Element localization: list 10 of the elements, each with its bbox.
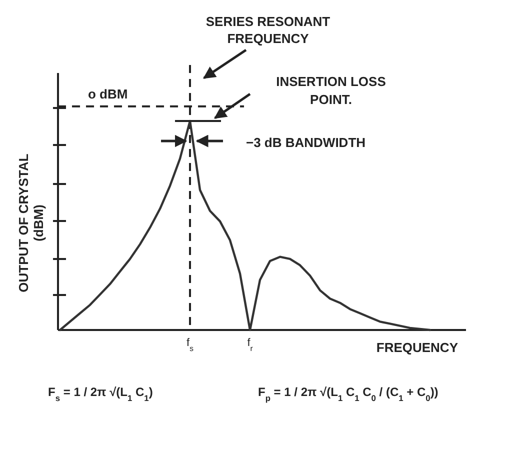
- x-tick-label: f$_{r}$: [247, 337, 254, 352]
- text: F$_{p}$ = 1 / 2π √(L$_{1}$ C$_{1}$ C$_{0}$ / (C$_{1}$ + C$_{0}$)): [258, 385, 438, 403]
- ref-line-label: o dBM: [88, 86, 128, 102]
- y-axis-title: OUTPUT OF CRYSTAL (dBM): [16, 154, 46, 292]
- ref-line-label: SERIES RESONANT FREQUENCY: [206, 14, 330, 46]
- annotation: −3 dB BANDWIDTH: [246, 135, 366, 150]
- text: INSERTION LOSS POINT.: [276, 74, 386, 107]
- x-tick-label: f$_{s}$: [186, 337, 194, 352]
- text: F$_{s}$ = 1 / 2π √(L$_{1}$ C$_{1}$): [48, 385, 153, 403]
- x-axis-title: FREQUENCY: [376, 340, 458, 355]
